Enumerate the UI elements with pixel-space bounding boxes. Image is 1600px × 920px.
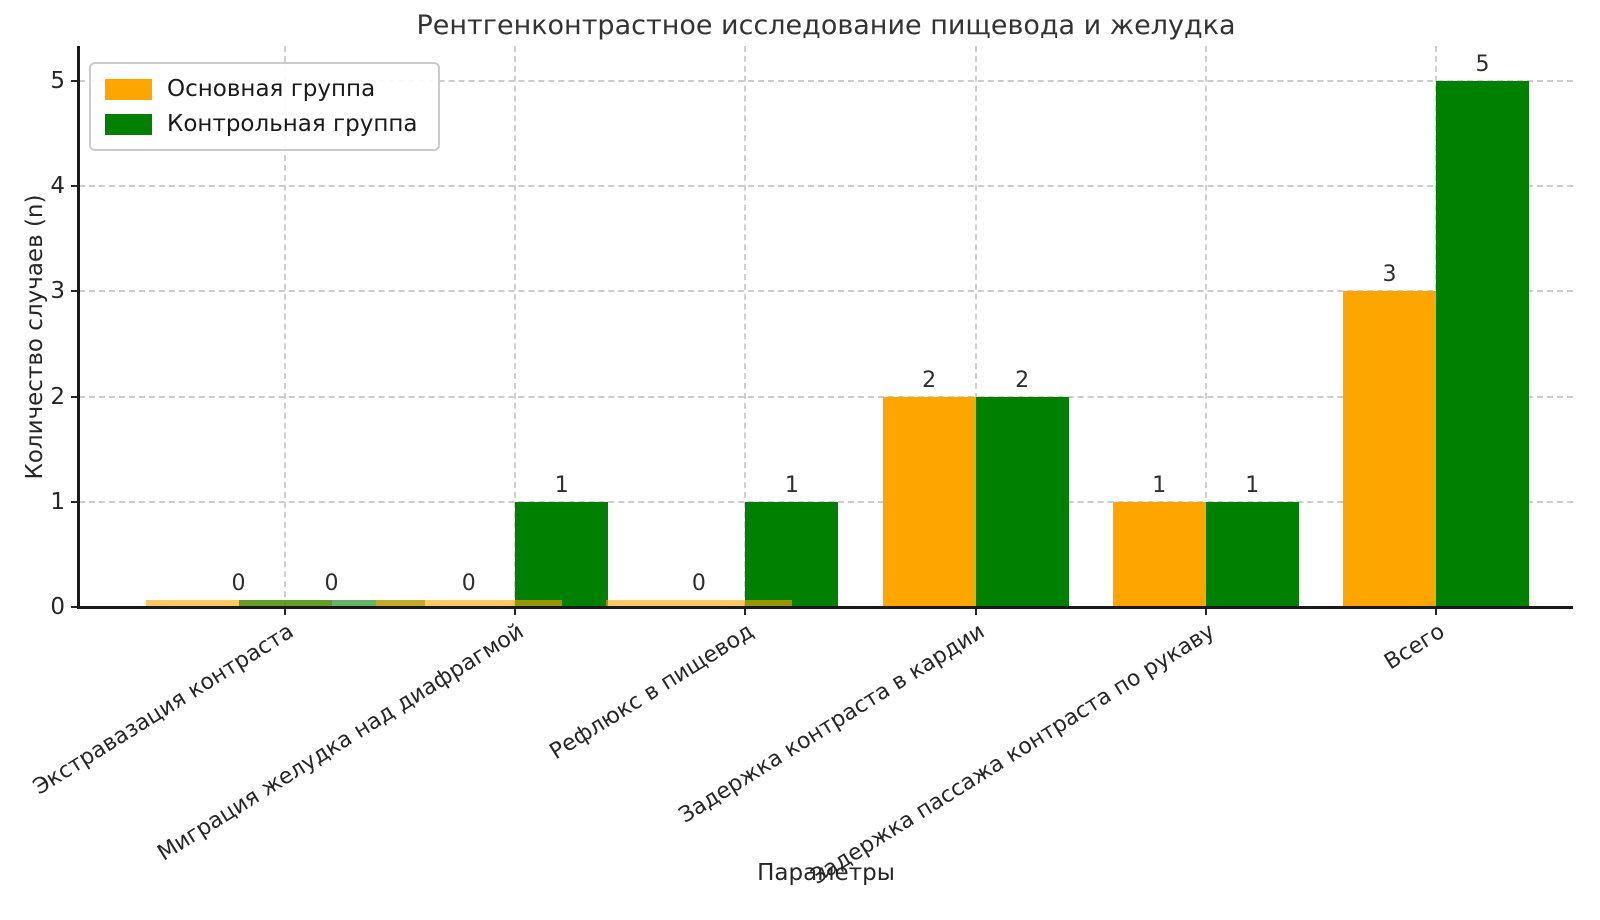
legend-label: Контрольная группа [167,111,418,137]
legend: Основная группа Контрольная группа [89,62,440,151]
v-gridline [514,46,517,607]
y-tick-label: 4 [50,173,65,200]
y-tick-mark [71,185,79,188]
x-tick-mark [1435,607,1437,615]
bar [515,501,609,607]
y-tick-label: 2 [50,383,65,410]
bar [745,501,839,607]
y-tick-mark [71,80,79,82]
h-gridline [79,290,1573,293]
v-gridline [974,46,977,607]
y-tick-mark [71,395,79,398]
x-tick-mark [514,607,517,615]
zero-stub [605,600,792,607]
x-tick-label: Всего [1380,619,1450,676]
x-tick-mark [974,607,977,615]
bar-value-label: 2 [1015,367,1030,393]
x-tick-mark [1204,607,1207,615]
bar [1436,81,1529,607]
bar-value-label: 0 [691,571,706,596]
bar [975,396,1069,607]
x-tick-label: Задержка контраста в кардии [674,619,989,829]
legend-label: Основная группа [167,76,376,102]
bar-value-label: 2 [922,367,937,393]
y-tick-mark [71,500,79,503]
y-axis-label: Количество случаев (n) [22,194,48,480]
bar [1343,291,1436,607]
legend-swatch-orange [105,78,152,100]
x-axis-label: Параметры [757,860,895,886]
zero-stub [375,600,562,607]
h-gridline [79,80,1573,82]
h-gridline [79,185,1573,188]
v-gridline [1204,46,1207,607]
y-tick-label: 1 [50,488,65,515]
bar-value-label: 1 [1152,472,1167,498]
h-gridline [79,395,1573,398]
v-gridline [744,46,747,607]
bar-value-label: 0 [461,571,476,596]
bar-value-label: 1 [1245,472,1260,498]
x-tick-mark [744,607,747,615]
zero-stub [238,600,425,607]
y-axis-spine [77,46,80,609]
y-tick-mark [71,290,79,293]
x-tick-label: Рефлюкс в пищевод [546,619,759,765]
x-tick-label: Задержка пассажа контраста по рукаву [806,619,1220,890]
legend-swatch-green [105,113,152,135]
bar [882,396,976,607]
y-tick-mark [71,606,79,608]
bar-value-label: 0 [231,571,246,596]
y-tick-label: 3 [50,278,65,305]
legend-item-control-group: Контрольная группа [105,111,418,137]
y-tick-label: 5 [50,68,65,94]
bar-value-label: 1 [554,472,569,498]
y-tick-label: 0 [50,594,65,620]
bar-value-label: 0 [324,571,339,596]
chart-title: Рентгенконтрастное исследование пищевода… [416,10,1236,41]
x-axis-spine [79,606,1573,609]
bar-value-label: 3 [1382,262,1397,288]
x-tick-mark [284,607,286,615]
legend-item-main-group: Основная группа [105,76,418,102]
bar-value-label: 1 [784,472,799,498]
bar [1112,501,1206,607]
bar [1205,501,1299,607]
bar-value-label: 5 [1475,52,1490,77]
v-gridline [284,46,286,607]
x-tick-label: Миграция желудка над диафрагмой [153,619,529,867]
